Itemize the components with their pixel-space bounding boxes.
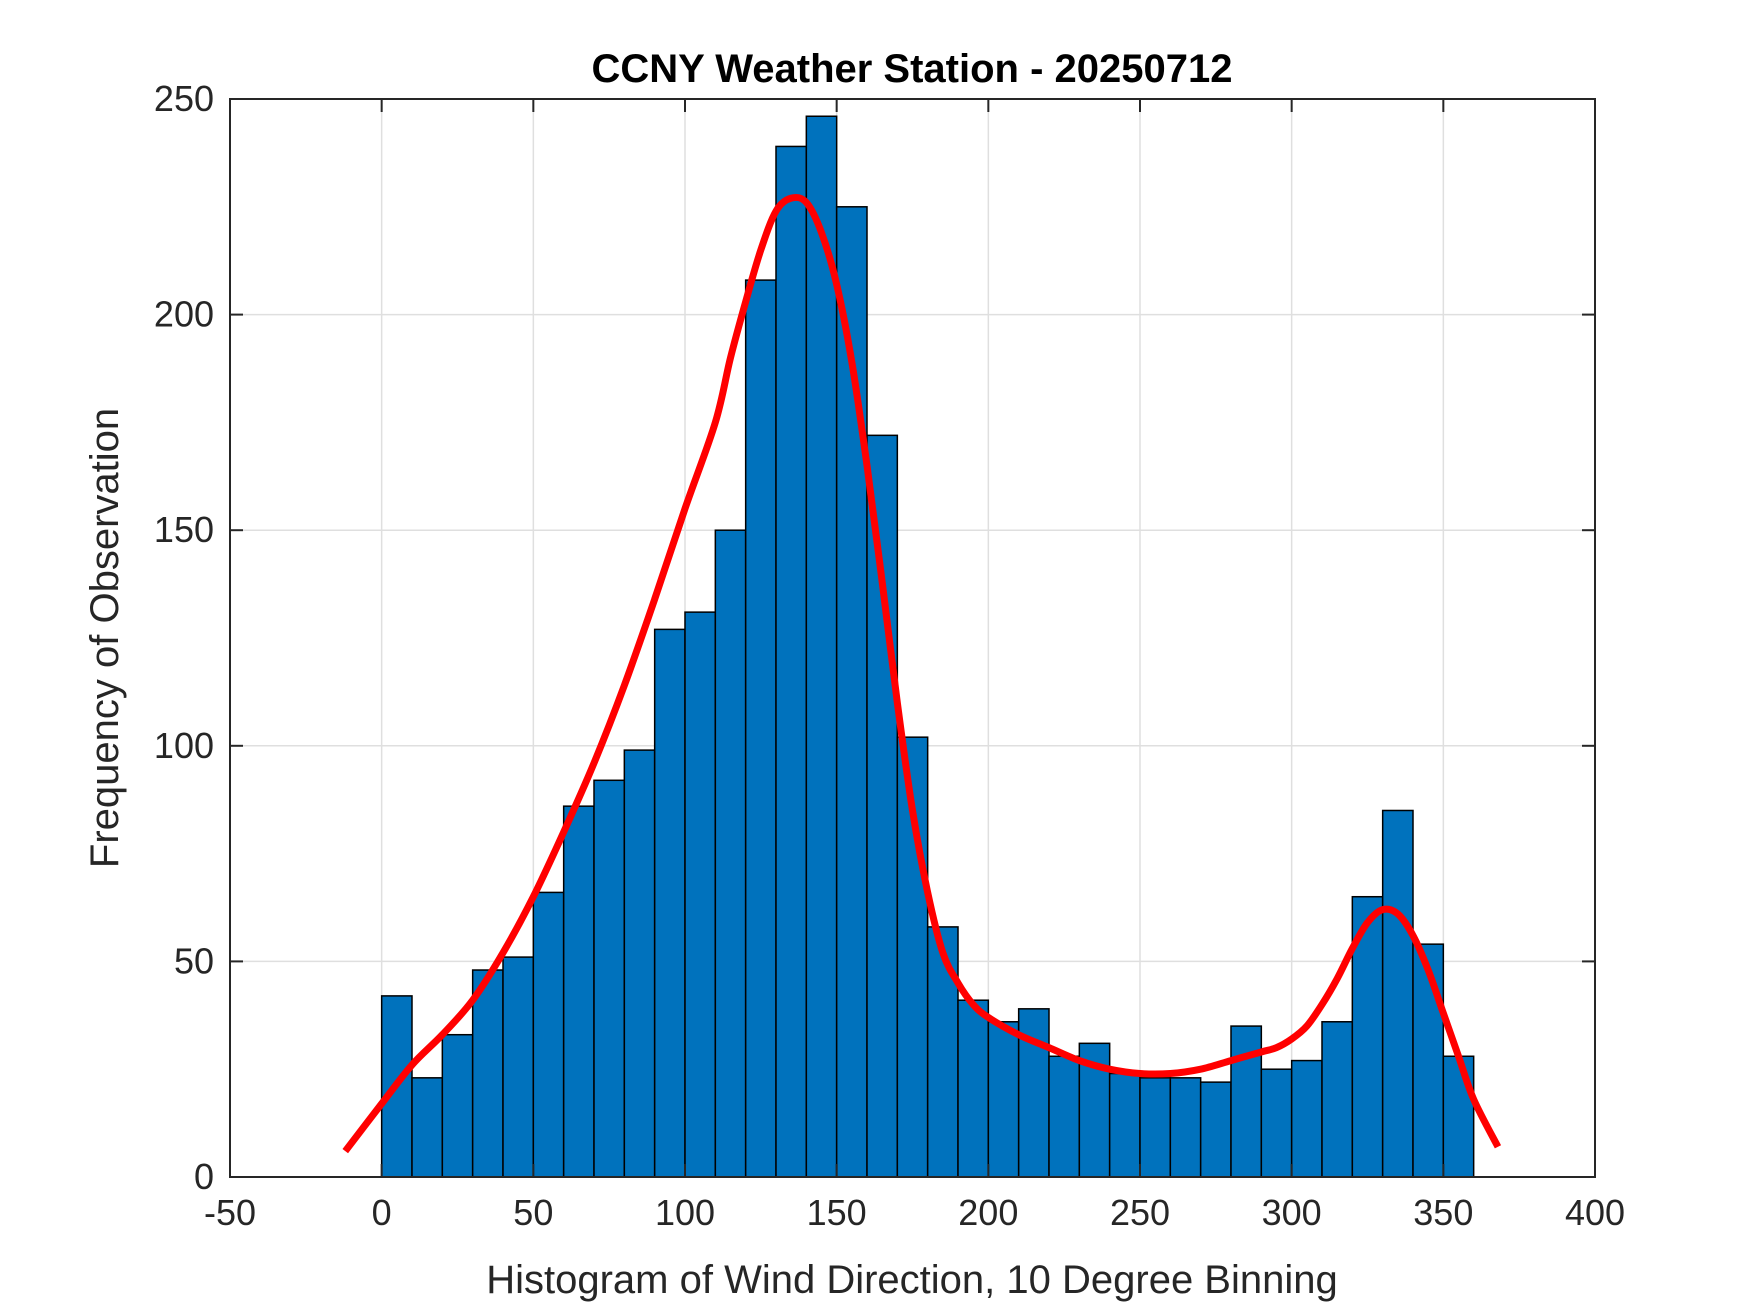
- x-tick-label: 200: [958, 1192, 1018, 1233]
- histogram-bars: [380, 115, 1475, 1178]
- x-tick-label: 150: [807, 1192, 867, 1233]
- histogram-bar: [1412, 943, 1445, 1178]
- y-tick-label: 0: [194, 1156, 214, 1197]
- y-tick-labels: 0 50 100 150 200 250: [154, 78, 214, 1197]
- histogram-bar: [714, 529, 747, 1178]
- x-tick-label: 250: [1110, 1192, 1170, 1233]
- histogram-bar: [1169, 1077, 1202, 1178]
- histogram-bar: [653, 628, 686, 1178]
- histogram-bar: [502, 956, 535, 1178]
- y-tick-label: 50: [174, 940, 214, 981]
- histogram-bar: [1381, 809, 1414, 1178]
- histogram-bar: [1199, 1081, 1232, 1178]
- histogram-bar: [775, 145, 808, 1178]
- y-tick-label: 200: [154, 294, 214, 335]
- histogram-bar: [1139, 1077, 1172, 1178]
- histogram-bar: [1048, 1055, 1081, 1178]
- x-tick-label: 350: [1413, 1192, 1473, 1233]
- histogram-bar: [623, 749, 656, 1178]
- y-tick-label: 150: [154, 509, 214, 550]
- histogram-bar: [957, 999, 990, 1178]
- x-tick-label: 50: [513, 1192, 553, 1233]
- histogram-bar: [411, 1077, 444, 1178]
- histogram-bar: [1260, 1068, 1293, 1178]
- histogram-bar: [684, 611, 717, 1178]
- histogram-bar: [1290, 1059, 1323, 1178]
- histogram-bar: [866, 434, 899, 1178]
- histogram-bar: [441, 1033, 474, 1178]
- y-axis-label: Frequency of Observation: [83, 408, 127, 868]
- x-tick-label: 300: [1262, 1192, 1322, 1233]
- x-axis-label: Histogram of Wind Direction, 10 Degree B…: [486, 1258, 1338, 1302]
- plot-box: [229, 98, 1596, 1178]
- x-tick-label: 0: [372, 1192, 392, 1233]
- histogram-bar: [805, 115, 838, 1178]
- histogram-bar: [1321, 1021, 1354, 1178]
- histogram-bar: [987, 1021, 1020, 1178]
- histogram-bar: [532, 891, 565, 1178]
- histogram-bar: [926, 926, 959, 1178]
- density-curve-line: [342, 193, 1502, 1154]
- chart-title: CCNY Weather Station - 20250712: [592, 47, 1233, 91]
- histogram-bar: [1230, 1025, 1263, 1178]
- histogram-bar: [562, 805, 595, 1178]
- histogram-bar: [593, 779, 626, 1178]
- y-tick-label: 250: [154, 78, 214, 119]
- x-tick-labels: -50 0 50 100 150 200 250 300 350 400: [204, 1192, 1625, 1233]
- x-tick-label: -50: [204, 1192, 256, 1233]
- histogram-bar: [744, 279, 777, 1178]
- histogram-bar: [471, 969, 504, 1178]
- y-tick-label: 100: [154, 725, 214, 766]
- x-tick-label: 100: [655, 1192, 715, 1233]
- histogram-bar: [1108, 1072, 1141, 1178]
- axis-ticks: [229, 98, 1596, 1178]
- x-tick-label: 400: [1565, 1192, 1625, 1233]
- histogram-bar: [1442, 1055, 1475, 1178]
- density-curve: [342, 193, 1502, 1154]
